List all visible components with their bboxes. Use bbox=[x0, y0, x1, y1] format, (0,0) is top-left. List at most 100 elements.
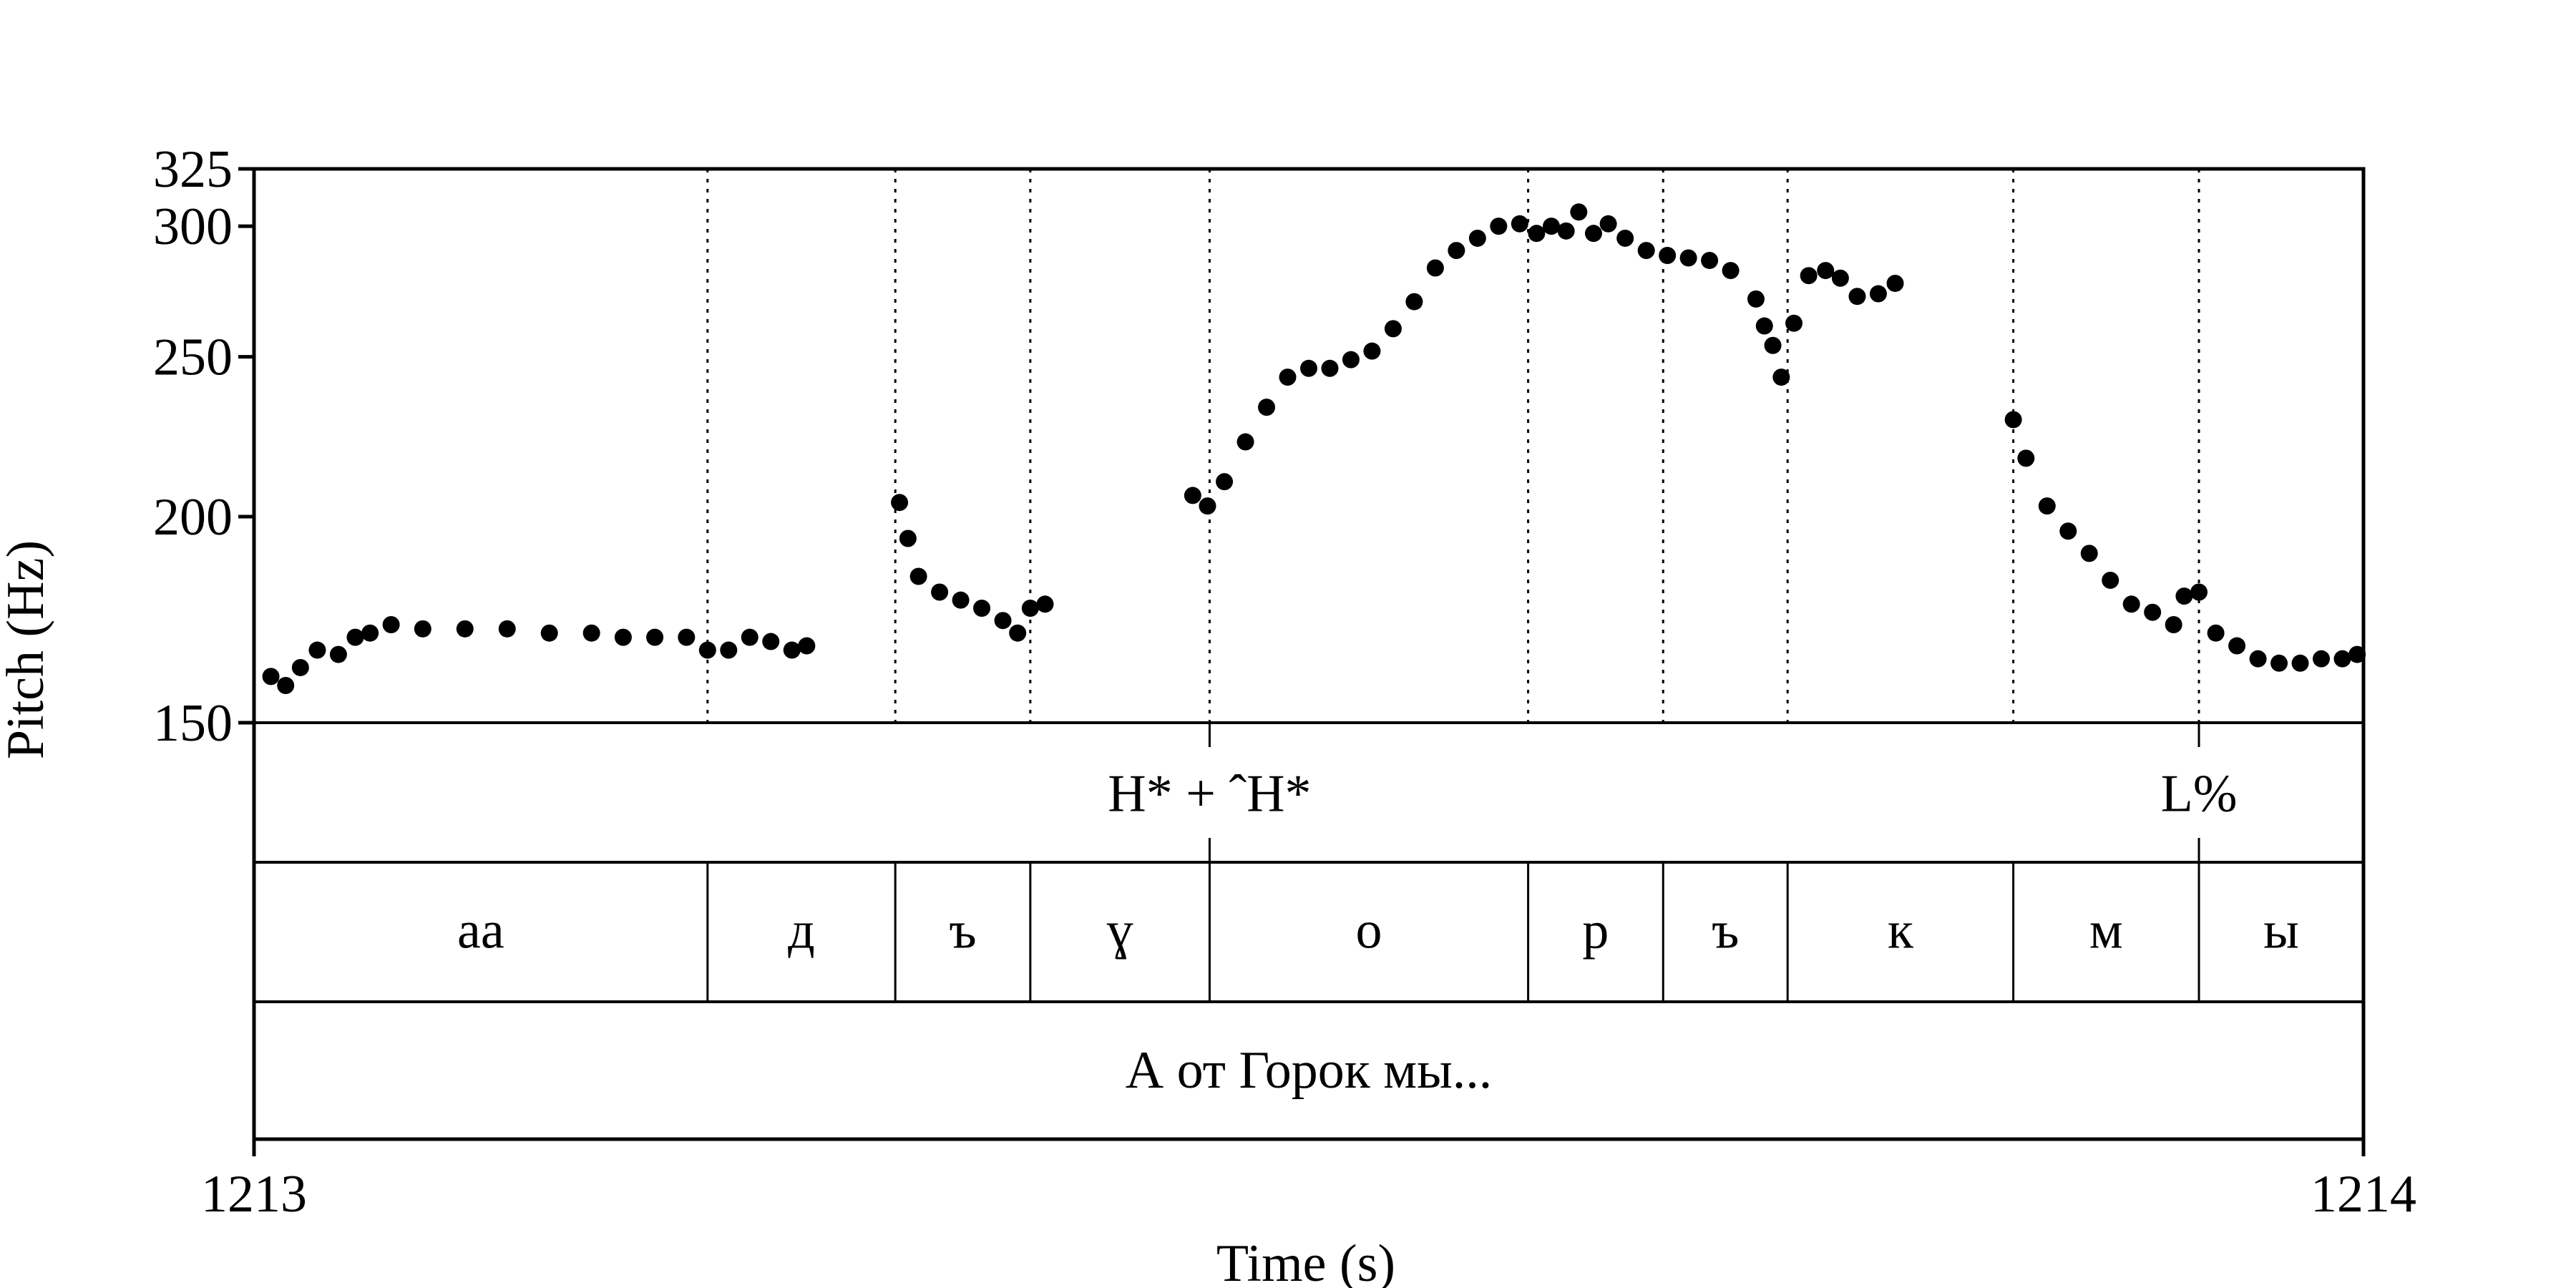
pitch-point bbox=[1009, 624, 1027, 642]
pitch-point bbox=[1557, 222, 1575, 240]
pitch-point bbox=[1426, 259, 1444, 277]
outer-frame bbox=[252, 167, 2366, 1141]
segment-label: ɣ bbox=[1107, 902, 1133, 960]
pitch-point bbox=[891, 494, 909, 512]
pitch-point bbox=[931, 583, 949, 601]
pitch-point bbox=[262, 668, 280, 686]
pitch-point bbox=[1405, 293, 1423, 311]
segment-label: р bbox=[1582, 902, 1609, 960]
x-tick-label: 1214 bbox=[2311, 1165, 2416, 1224]
pitch-point bbox=[2333, 650, 2351, 668]
pitch-point bbox=[1199, 497, 1216, 515]
tone-label: L% bbox=[2161, 765, 2238, 824]
pitch-point bbox=[1755, 317, 1773, 335]
y-tick-label: 325 bbox=[153, 140, 233, 199]
y-axis-label: Pitch (Hz) bbox=[0, 540, 55, 759]
pitch-point bbox=[1184, 487, 1201, 504]
pitch-point bbox=[1599, 215, 1617, 233]
pitch-point bbox=[1570, 203, 1588, 221]
pitch-point bbox=[2249, 650, 2267, 668]
pitch-point bbox=[2059, 522, 2077, 540]
pitch-point bbox=[720, 641, 738, 659]
pitch-point bbox=[308, 641, 326, 659]
pitch-point bbox=[762, 633, 780, 650]
pitch-point bbox=[291, 658, 309, 676]
pitch-point bbox=[1448, 242, 1465, 260]
pitch-point bbox=[994, 612, 1012, 630]
pitch-point bbox=[2228, 637, 2246, 655]
segment-label: о bbox=[1356, 902, 1382, 960]
pitch-point bbox=[952, 591, 970, 609]
pitch-point bbox=[498, 620, 516, 638]
pitch-point bbox=[899, 530, 917, 547]
segment-label: ъ bbox=[1712, 902, 1739, 960]
segment-label: ы bbox=[2263, 902, 2299, 960]
pitch-point bbox=[973, 599, 991, 617]
segment-label: м bbox=[2089, 902, 2123, 960]
pitch-point bbox=[2004, 411, 2022, 429]
pitch-point bbox=[329, 645, 347, 663]
pitch-point bbox=[2038, 497, 2056, 515]
pitch-point bbox=[582, 624, 600, 642]
annotation-tiers: H* + ˆH* L% aa д ъ ɣ о р ъ к м ы А от Горок мы... bbox=[457, 723, 2299, 1100]
pitch-point bbox=[1848, 288, 1866, 306]
pitch-point bbox=[1511, 215, 1528, 233]
pitch-point bbox=[1831, 269, 1849, 287]
pitch-point bbox=[783, 641, 801, 659]
pitch-point bbox=[1772, 369, 1790, 386]
pitch-point bbox=[678, 628, 696, 646]
word-label: А от Горок мы... bbox=[1126, 1041, 1493, 1100]
pitch-point bbox=[414, 620, 431, 638]
tier-boundaries bbox=[706, 169, 2200, 723]
pitch-point bbox=[1800, 267, 1818, 285]
pitch-point bbox=[1236, 433, 1254, 451]
pitch-point bbox=[1528, 225, 1546, 243]
pitch-point bbox=[346, 628, 364, 646]
pitch-point bbox=[1468, 229, 1486, 247]
pitch-point bbox=[1616, 229, 1634, 247]
pitch-point bbox=[1584, 225, 1602, 243]
pitch-point bbox=[2165, 615, 2182, 633]
pitch-point bbox=[1216, 473, 1234, 491]
pitch-point bbox=[1722, 262, 1740, 280]
x-axis-label: Time (s) bbox=[1216, 1234, 1395, 1288]
pitch-point bbox=[361, 624, 379, 642]
pitch-point bbox=[1764, 336, 1782, 354]
segment-label: ъ bbox=[949, 902, 976, 960]
pitch-point bbox=[2313, 650, 2331, 668]
pitch-point bbox=[2080, 545, 2098, 562]
pitch-point bbox=[741, 628, 758, 646]
y-tick-label: 150 bbox=[153, 694, 233, 753]
pitch-point bbox=[1679, 249, 1697, 267]
pitch-point bbox=[1747, 290, 1765, 308]
x-tick-label: 1213 bbox=[201, 1165, 307, 1224]
pitch-point bbox=[540, 624, 558, 642]
pitch-point bbox=[2175, 587, 2193, 605]
pitch-point bbox=[2348, 645, 2366, 663]
pitch-points bbox=[262, 203, 2366, 694]
pitch-point bbox=[1363, 342, 1381, 360]
pitch-point bbox=[2270, 654, 2288, 672]
pitch-point bbox=[1021, 599, 1039, 617]
pitch-point bbox=[2207, 624, 2225, 642]
pitch-point bbox=[1279, 369, 1297, 386]
pitch-point bbox=[1886, 274, 1904, 292]
pitch-point bbox=[1342, 351, 1360, 369]
pitch-point bbox=[798, 637, 816, 655]
pitch-point bbox=[2291, 654, 2309, 672]
pitch-point bbox=[1659, 246, 1677, 264]
pitch-point bbox=[2190, 583, 2208, 601]
segment-label: д bbox=[788, 902, 815, 960]
pitch-point bbox=[2122, 595, 2140, 613]
pitch-point bbox=[698, 641, 716, 659]
pitch-point bbox=[1785, 314, 1803, 332]
pitch-point bbox=[1490, 218, 1508, 235]
pitch-point bbox=[1869, 285, 1887, 303]
pitch-point bbox=[1637, 242, 1655, 260]
pitch-point bbox=[1300, 359, 1317, 377]
x-axis: 1213 1214 bbox=[201, 1139, 2416, 1224]
pitch-point bbox=[1817, 262, 1835, 280]
pitch-point bbox=[456, 620, 474, 638]
